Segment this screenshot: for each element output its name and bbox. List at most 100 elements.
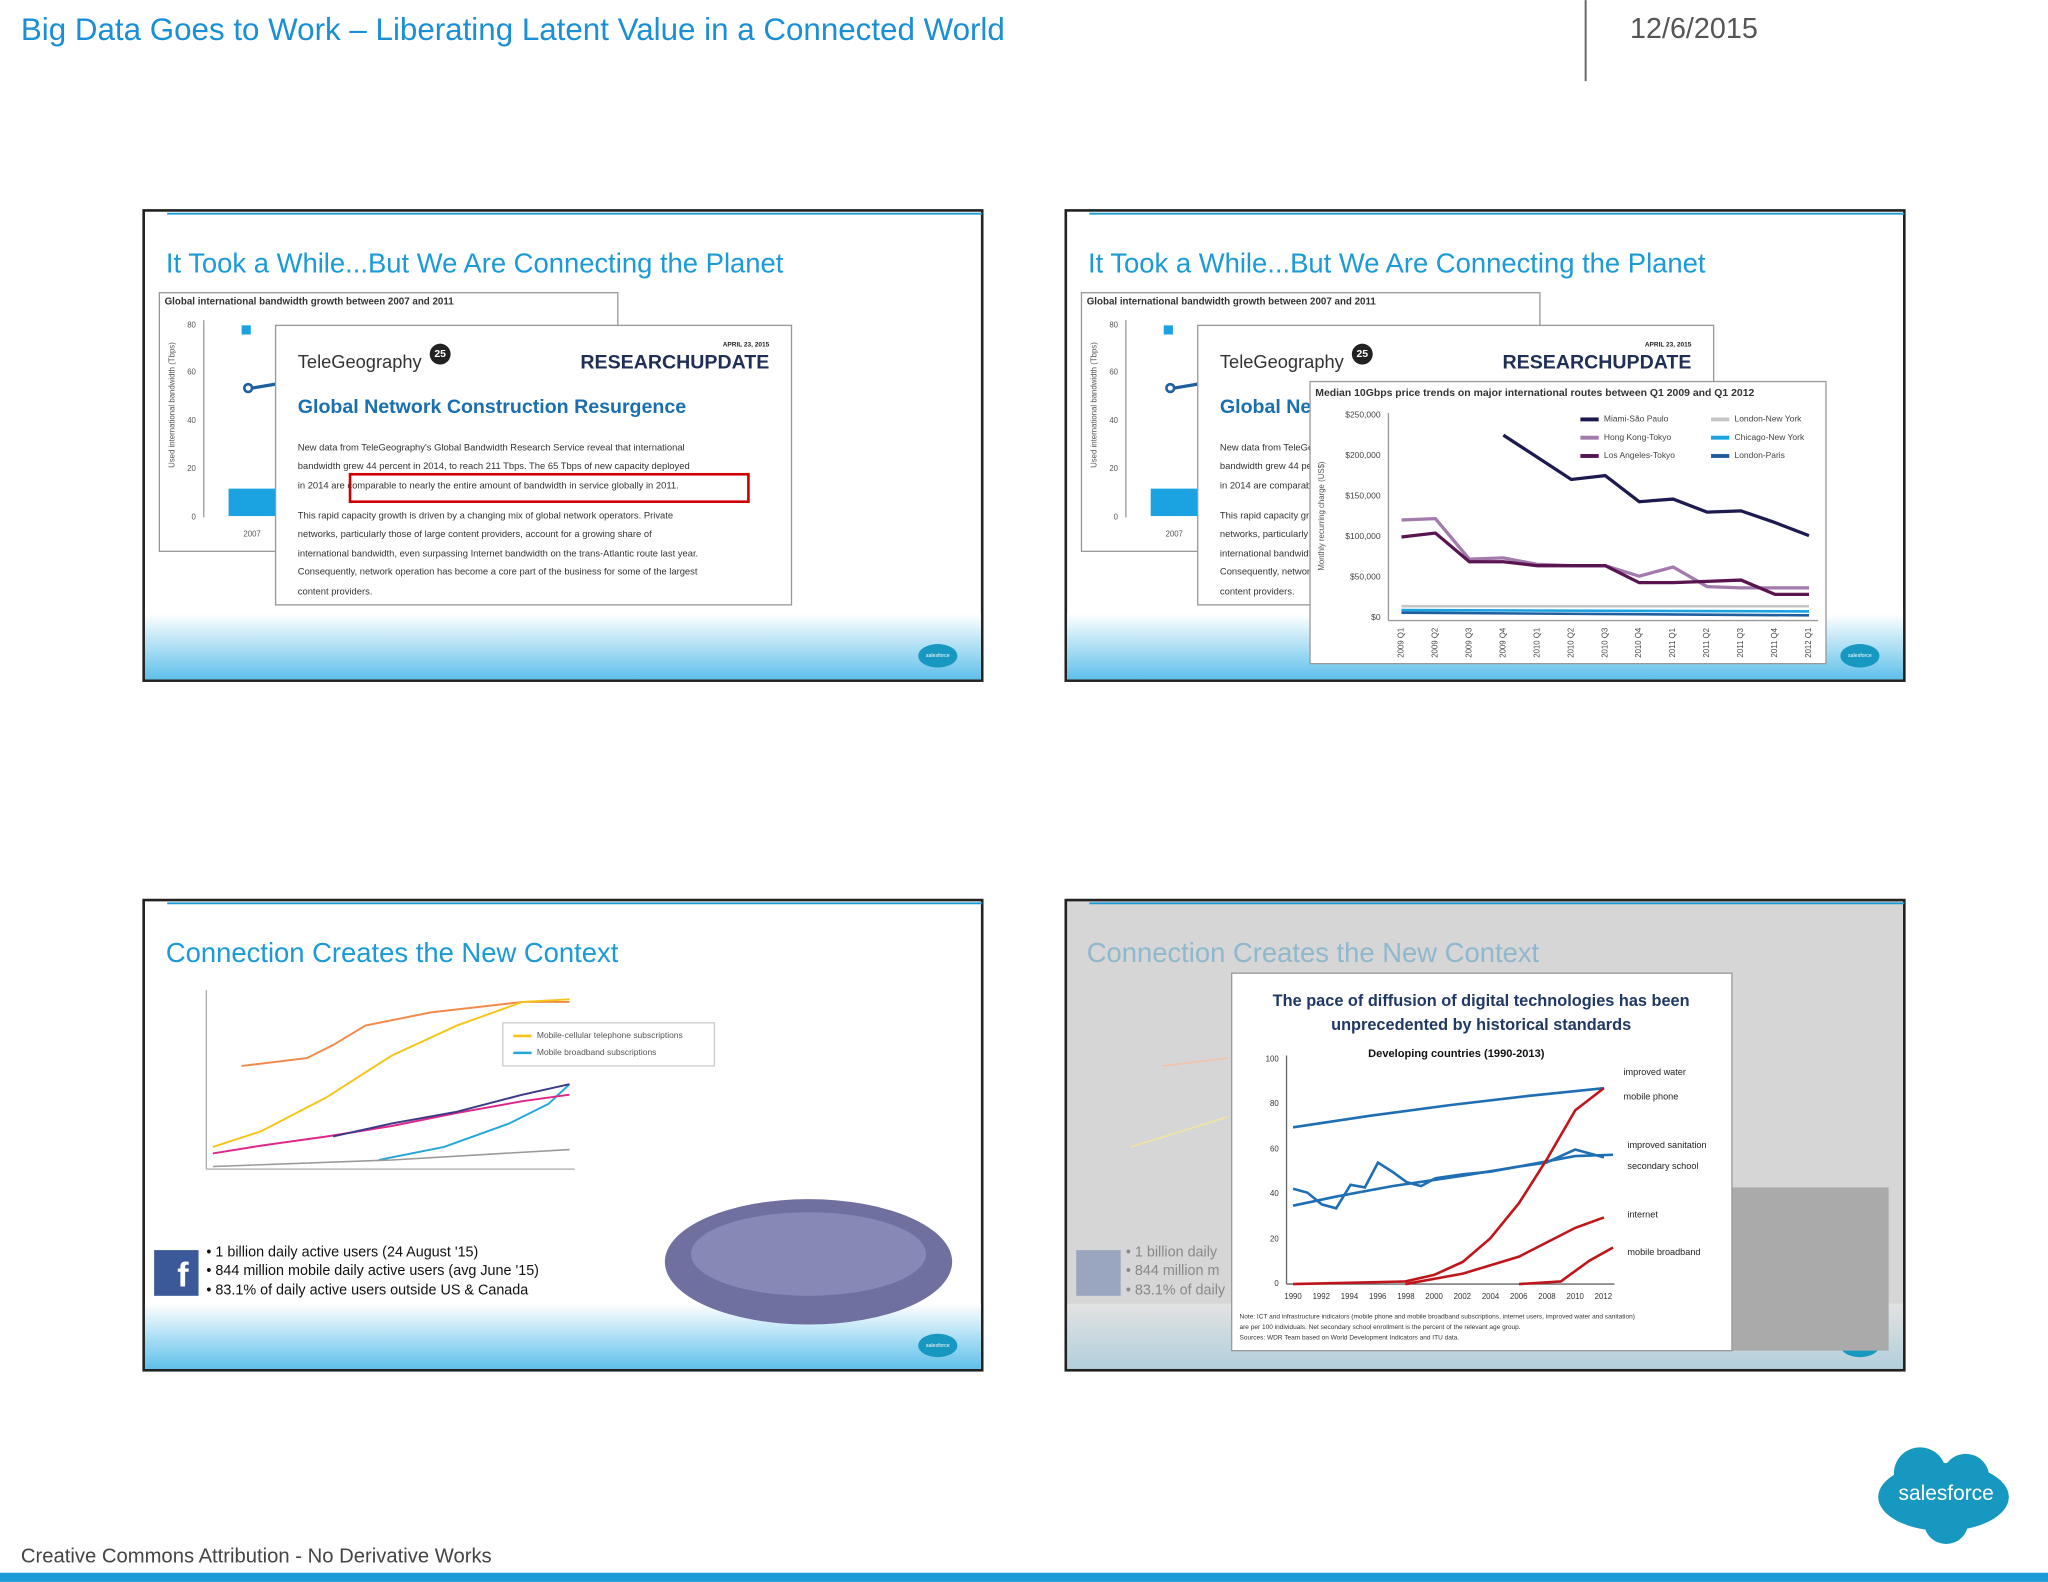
y-tick-label: 40 xyxy=(187,416,196,425)
x-tick-label: 1994 xyxy=(1341,1292,1359,1301)
header-title: Big Data Goes to Work – Liberating Laten… xyxy=(21,12,1005,47)
report-date: APRIL 23, 2015 xyxy=(1645,342,1692,349)
report-badge xyxy=(429,343,451,365)
world-map-highlight xyxy=(690,1212,927,1296)
x-tick-label: 1996 xyxy=(1369,1292,1387,1301)
x-tick-label: 2010 Q1 xyxy=(1532,628,1541,658)
legend-swatch xyxy=(1711,417,1730,422)
report-tag: RESEARCHUPDATE xyxy=(580,351,769,373)
slide-title: It Took a While...But We Are Connecting … xyxy=(1088,248,1706,279)
chart-note: are per 100 individuals. Net secondary s… xyxy=(1240,1324,1521,1331)
slide: salesforce It Took a While...But We Are C… xyxy=(1064,209,1906,682)
slide-logo xyxy=(918,644,958,668)
legend-label: Los Angeles-Tokyo xyxy=(1604,450,1675,460)
x-tick-label: 2010 Q4 xyxy=(1634,627,1643,658)
legend-label: Mobile broadband subscriptions xyxy=(537,1047,657,1057)
x-tick-label: 2011 Q1 xyxy=(1668,628,1677,657)
x-tick-label: 2006 xyxy=(1510,1292,1528,1301)
chart-panel xyxy=(1231,972,1733,1352)
chart-title: Global international bandwidth growth be… xyxy=(1087,296,1377,307)
report-badge xyxy=(1351,343,1373,365)
chart-line xyxy=(1292,1086,1605,1129)
y-tick-label: 100 xyxy=(1266,1054,1280,1063)
legend-label: Miami-São Paulo xyxy=(1604,414,1669,424)
facebook-icon-letter: f xyxy=(177,1256,189,1294)
slide-title: Connection Creates the New Context xyxy=(166,937,619,968)
bullet: • 83.1% of daily xyxy=(1126,1282,1226,1298)
legend-swatch xyxy=(1580,454,1599,458)
line-point xyxy=(242,382,254,394)
report-date: APRIL 23, 2015 xyxy=(723,342,770,349)
y-tick-label: 0 xyxy=(1274,1279,1279,1288)
x-tick-label: 2009 Q4 xyxy=(1498,627,1507,658)
legend-swatch xyxy=(1580,435,1599,440)
legend-label: London-Paris xyxy=(1735,450,1785,460)
y-tick-label: 80 xyxy=(1109,320,1118,329)
bullet: • 83.1% of daily active users outside US… xyxy=(206,1282,528,1298)
chart-line xyxy=(1401,608,1809,613)
series-label: mobile phone xyxy=(1624,1092,1679,1102)
faded-map xyxy=(1731,1187,1889,1351)
x-tick-label: 2010 xyxy=(1566,1292,1584,1301)
legend-box xyxy=(502,1022,716,1067)
report-panel xyxy=(274,324,793,606)
logo-text: salesforce xyxy=(1899,1482,1994,1505)
y-tick-label: 40 xyxy=(1270,1189,1279,1198)
overlay-chart-panel xyxy=(1309,380,1827,665)
y-axis-label: Monthly recurring charge (US$) xyxy=(1317,461,1326,571)
y-tick-label: $150,000 xyxy=(1345,491,1381,501)
legend-label: Mobile-cellular telephone subscriptions xyxy=(537,1030,683,1040)
slide-title: It Took a While...But We Are Connecting … xyxy=(166,248,784,279)
slide-logo xyxy=(918,1333,958,1358)
x-tick-label: 2010 Q2 xyxy=(1566,628,1575,658)
x-tick-label: 2010 Q3 xyxy=(1600,627,1609,658)
chart-line xyxy=(332,1083,570,1138)
report-badge-text: 25 xyxy=(1356,349,1368,360)
x-tick-label: 2011 Q3 xyxy=(1736,627,1745,657)
logo-cloud xyxy=(1923,1499,1969,1544)
y-tick-label: 60 xyxy=(187,367,196,376)
faded-facebook-icon xyxy=(1076,1250,1121,1296)
y-tick-label: $200,000 xyxy=(1345,450,1381,460)
facebook-icon xyxy=(154,1250,199,1296)
slide: salesforce It Took a While...But We Are C… xyxy=(142,209,984,682)
report-text: content providers. xyxy=(1220,585,1295,596)
y-tick-label: $100,000 xyxy=(1345,531,1381,541)
y-tick-label: 60 xyxy=(1270,1145,1279,1154)
header-date: 12/6/2015 xyxy=(1630,13,1758,45)
report-brand: TeleGeography xyxy=(1220,351,1345,372)
series-label: improved sanitation xyxy=(1627,1140,1706,1150)
slide-title: Connection Creates the New Context xyxy=(1087,937,1540,968)
chart-title: Median 10Gbps price trends on major inte… xyxy=(1315,388,1754,399)
legend-swatch xyxy=(1580,417,1599,422)
legend-label: Hong Kong-Tokyo xyxy=(1604,432,1672,442)
report-text: networks, particularly those of large co… xyxy=(298,528,652,539)
y-axis-label: Used international bandwidth (Tbps) xyxy=(1090,342,1099,468)
footer-bar xyxy=(0,1572,2048,1582)
y-tick-label: 80 xyxy=(1270,1099,1279,1108)
bar xyxy=(1150,488,1198,517)
x-tick-label: 2002 xyxy=(1454,1292,1471,1301)
y-tick-label: $0 xyxy=(1371,612,1381,622)
x-tick-label: 1990 xyxy=(1284,1292,1302,1301)
x-tick-label: 2009 Q1 xyxy=(1397,628,1406,658)
report-text: international bandwidth, even surpassing… xyxy=(298,547,698,558)
y-tick-label: 0 xyxy=(192,512,197,521)
slide-logo-text: salesforce xyxy=(926,653,950,659)
y-tick-label: 80 xyxy=(187,320,196,329)
legend-swatch xyxy=(1163,325,1173,335)
bar xyxy=(228,488,276,517)
line-segment xyxy=(251,382,276,390)
line-segment xyxy=(1173,382,1198,390)
bullet: • 844 million m xyxy=(1126,1263,1220,1279)
x-tick-label: 2007 xyxy=(1165,529,1182,538)
y-tick-label: $250,000 xyxy=(1345,410,1381,420)
series-label: secondary school xyxy=(1627,1161,1698,1171)
report-text: This rapid capacity growth is driven by … xyxy=(298,510,673,521)
report-badge-text: 25 xyxy=(434,349,446,360)
y-tick-label: 60 xyxy=(1109,367,1118,376)
report-text: in 2014 are comparable to nearly the ent… xyxy=(298,480,679,491)
x-tick-label: 2008 xyxy=(1538,1292,1556,1301)
